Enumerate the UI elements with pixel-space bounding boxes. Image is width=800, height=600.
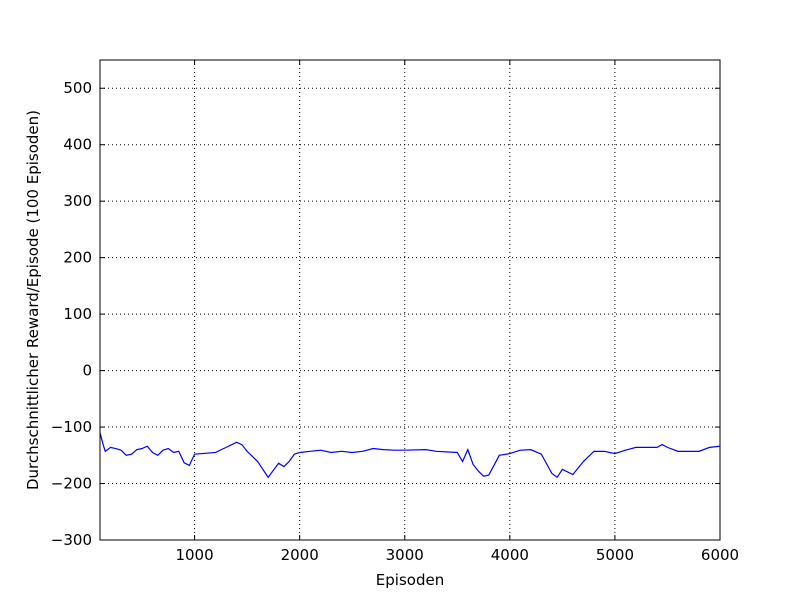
y-tick-label: −100 [51,418,92,436]
y-tick-label: 200 [63,249,92,267]
x-tick-label: 6000 [701,546,739,564]
y-tick-label: 300 [63,192,92,210]
y-tick-label: 400 [63,136,92,154]
x-tick-label: 5000 [596,546,634,564]
y-tick-label: 100 [63,305,92,323]
plot-frame [99,59,721,541]
x-tick-label: 4000 [491,546,529,564]
y-axis-label: Durchschnittlicher Reward/Episode (100 E… [24,110,42,490]
x-tick-label: 1000 [175,546,213,564]
y-tick-label: −200 [51,475,92,493]
x-tick-label: 2000 [281,546,319,564]
line [99,432,721,479]
x-tick-label: 3000 [386,546,424,564]
y-tick-label: −300 [51,531,92,549]
x-axis-label: Episoden [376,571,444,589]
y-tick-label: 500 [63,79,92,97]
y-tick-label: 0 [82,362,92,380]
